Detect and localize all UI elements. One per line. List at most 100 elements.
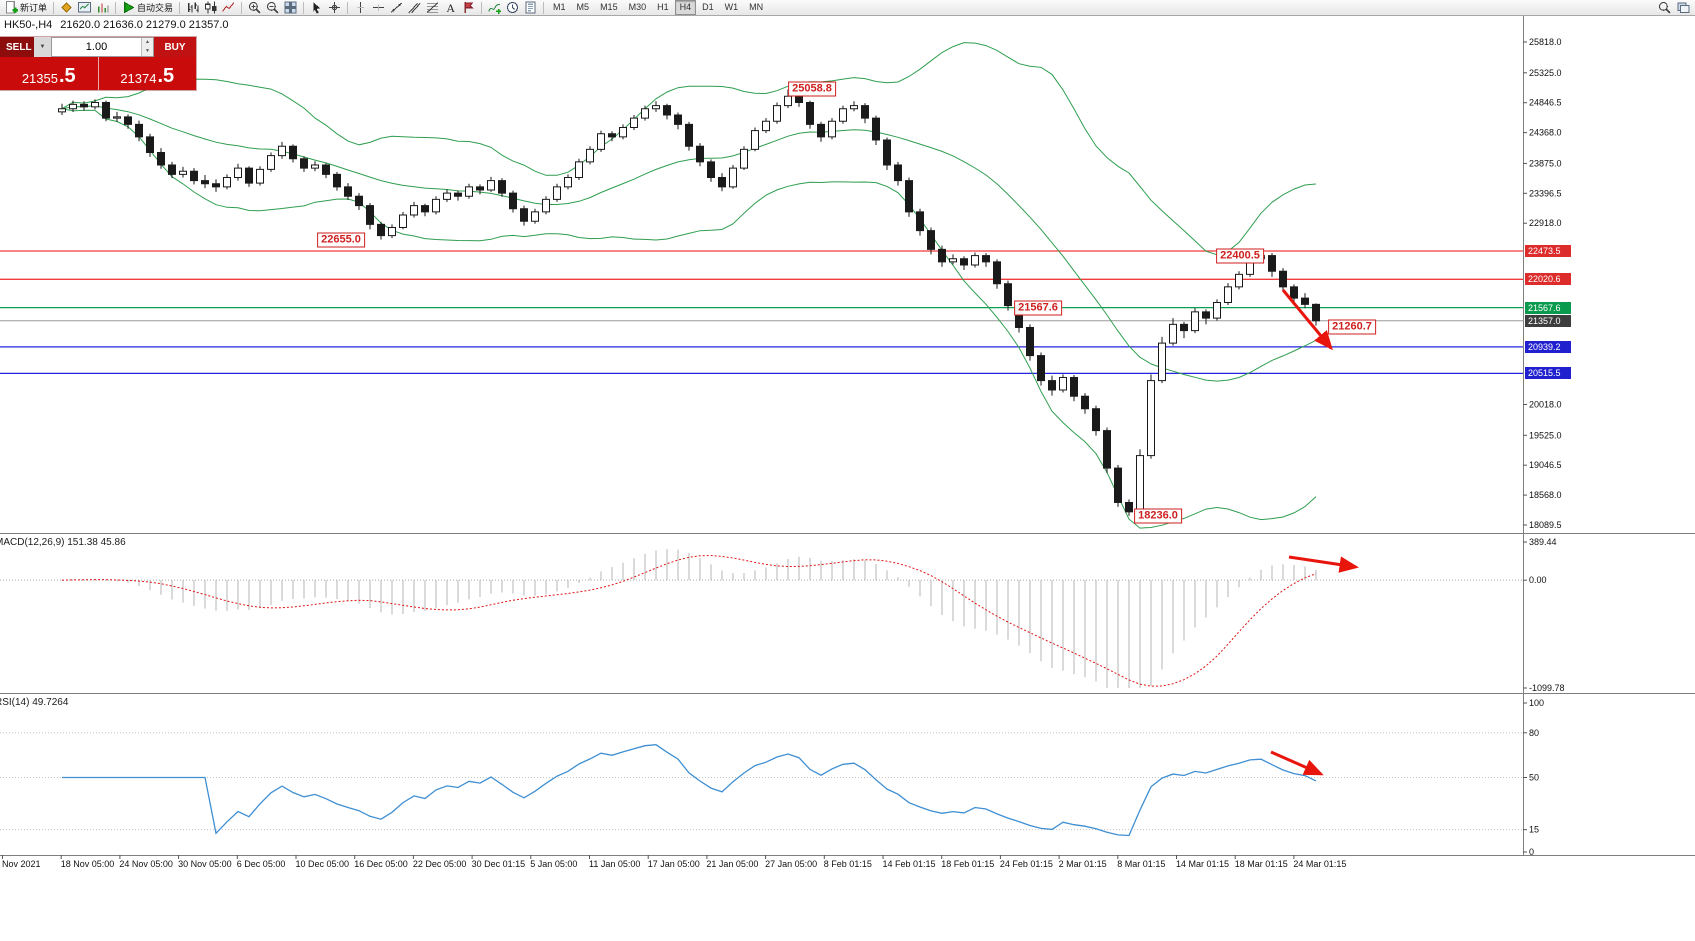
cursor-icon <box>310 1 323 14</box>
svg-text:24 Nov 05:00: 24 Nov 05:00 <box>119 859 173 869</box>
search-button[interactable] <box>1656 1 1673 15</box>
timeframe-button-m1[interactable]: M1 <box>553 2 566 12</box>
buy-button[interactable]: BUY <box>154 37 196 57</box>
timeframe-button-h4[interactable]: H4 <box>674 0 697 15</box>
line-chart-button[interactable] <box>220 1 237 15</box>
autotrading-button[interactable]: 自动交易 <box>120 1 175 15</box>
channel-icon <box>408 1 421 14</box>
svg-text:24368.0: 24368.0 <box>1529 128 1562 138</box>
periods-icon <box>506 1 519 14</box>
cursor-button[interactable] <box>308 1 325 15</box>
volume-up-button[interactable]: ▲ <box>142 38 153 47</box>
indicators-add-icon <box>488 1 502 14</box>
bar-chart-icon <box>186 1 199 14</box>
svg-text:30 Nov 05:00: 30 Nov 05:00 <box>178 859 232 869</box>
channel-button[interactable] <box>406 1 423 15</box>
timeframe-button-m30[interactable]: M30 <box>628 2 647 12</box>
bar-chart-button[interactable] <box>184 1 201 15</box>
main-toolbar: 新订单 自动交易 A M1 M5 M15 M30 H1 H4 D1 W1 MN <box>0 0 1695 16</box>
volume-down-button[interactable]: ▼ <box>142 47 153 56</box>
fibonacci-button[interactable] <box>424 1 441 15</box>
svg-text:6 Dec 05:00: 6 Dec 05:00 <box>237 859 286 869</box>
svg-text:27 Jan 05:00: 27 Jan 05:00 <box>765 859 817 869</box>
level-price-label-22473.5: 22473.5 <box>1525 245 1571 258</box>
timeframe-button-m15[interactable]: M15 <box>600 2 618 12</box>
svg-text:15: 15 <box>1529 825 1539 835</box>
sell-price[interactable]: 21355.5 <box>21 65 76 87</box>
price-axis[interactable]: 22473.5 22020.6 21567.6 21357.0 20939.2 20515… <box>1523 16 1695 855</box>
current-price-label: 21357.0 <box>1525 314 1571 327</box>
svg-text:18568.0: 18568.0 <box>1529 490 1562 500</box>
profiles-button[interactable] <box>58 1 75 15</box>
new-order-button[interactable]: 新订单 <box>3 1 49 15</box>
chart-window-button[interactable] <box>76 1 93 15</box>
volume-input[interactable] <box>52 38 141 56</box>
layers-icon <box>1677 1 1690 14</box>
volume-field: ▲ ▼ <box>51 37 154 57</box>
candlestick-chart-icon <box>204 1 217 14</box>
svg-text:24 Feb 01:15: 24 Feb 01:15 <box>1000 859 1053 869</box>
chart-window-icon <box>78 1 92 14</box>
candlestick-chart-button[interactable] <box>202 1 219 15</box>
macd-axis-labels: 389.44 0.00 -1099.78 <box>1523 537 1565 693</box>
trend-arrows <box>1270 289 1359 776</box>
periods-button[interactable] <box>504 1 521 15</box>
order-type-dropdown[interactable]: ▼ <box>34 37 51 57</box>
panel-frame <box>0 16 1695 856</box>
line-chart-icon <box>222 1 235 14</box>
toolbar-separator <box>241 1 243 14</box>
svg-text:80: 80 <box>1529 728 1539 738</box>
templates-icon <box>524 1 537 14</box>
timeframe-button-d1[interactable]: D1 <box>702 2 714 12</box>
arrow-label-button[interactable] <box>460 1 477 15</box>
text-button[interactable]: A <box>442 1 459 15</box>
price-divider <box>97 57 99 90</box>
bollinger-middle-band <box>61 105 1317 382</box>
svg-text:24846.5: 24846.5 <box>1529 98 1562 108</box>
sell-button[interactable]: SELL <box>0 37 34 57</box>
trendline-button[interactable] <box>388 1 405 15</box>
arrow-label-icon <box>462 1 475 14</box>
time-axis[interactable]: Nov 2021 18 Nov 05:00 24 Nov 05:00 30 Nov 0… <box>2 855 1346 869</box>
zoom-out-button[interactable] <box>264 1 281 15</box>
trend-arrow-price <box>1281 289 1333 351</box>
svg-text:389.44: 389.44 <box>1529 537 1557 547</box>
level-price-label-22020.6: 22020.6 <box>1525 273 1571 286</box>
market-watch-icon <box>96 1 109 14</box>
buy-price[interactable]: 21374.5 <box>120 65 175 87</box>
toolbar-separator <box>543 1 545 14</box>
new-order-icon <box>5 1 18 14</box>
horizontal-line-button[interactable] <box>370 1 387 15</box>
svg-text:30 Dec 01:15: 30 Dec 01:15 <box>472 859 526 869</box>
horizontal-level-lines[interactable] <box>0 250 1523 375</box>
timeframe-button-m5[interactable]: M5 <box>576 2 590 12</box>
svg-text:5 Jan 05:00: 5 Jan 05:00 <box>530 859 577 869</box>
layers-button[interactable] <box>1675 1 1692 15</box>
svg-text:2 Mar 01:15: 2 Mar 01:15 <box>1059 859 1107 869</box>
svg-text:A: A <box>446 1 455 14</box>
timeframe-button-mn[interactable]: MN <box>749 2 764 12</box>
trend-arrow-macd <box>1288 555 1359 573</box>
svg-text:50: 50 <box>1529 773 1539 783</box>
zoom-in-button[interactable] <box>246 1 263 15</box>
search-icon <box>1658 1 1671 14</box>
price-axis-ticks: 25818.0 25325.0 24846.5 24368.0 23875.0 23396… <box>1523 37 1562 530</box>
svg-text:17 Jan 05:00: 17 Jan 05:00 <box>648 859 700 869</box>
indicators-add-button[interactable] <box>486 1 503 15</box>
tile-windows-button[interactable] <box>282 1 299 15</box>
horizontal-line-icon <box>372 1 385 14</box>
svg-text:20018.0: 20018.0 <box>1529 399 1562 409</box>
svg-text:0.00: 0.00 <box>1529 575 1547 585</box>
vertical-line-button[interactable] <box>352 1 369 15</box>
tile-windows-icon <box>284 1 297 14</box>
level-price-label-20939.2: 20939.2 <box>1525 340 1571 353</box>
crosshair-button[interactable] <box>326 1 343 15</box>
timeframe-button-h1[interactable]: H1 <box>657 2 669 12</box>
svg-text:18 Mar 01:15: 18 Mar 01:15 <box>1235 859 1288 869</box>
svg-text:8 Mar 01:15: 8 Mar 01:15 <box>1117 859 1165 869</box>
timeframe-button-w1[interactable]: W1 <box>724 2 739 12</box>
market-watch-button[interactable] <box>94 1 111 15</box>
templates-button[interactable] <box>522 1 539 15</box>
autotrading-label: 自动交易 <box>137 3 174 13</box>
